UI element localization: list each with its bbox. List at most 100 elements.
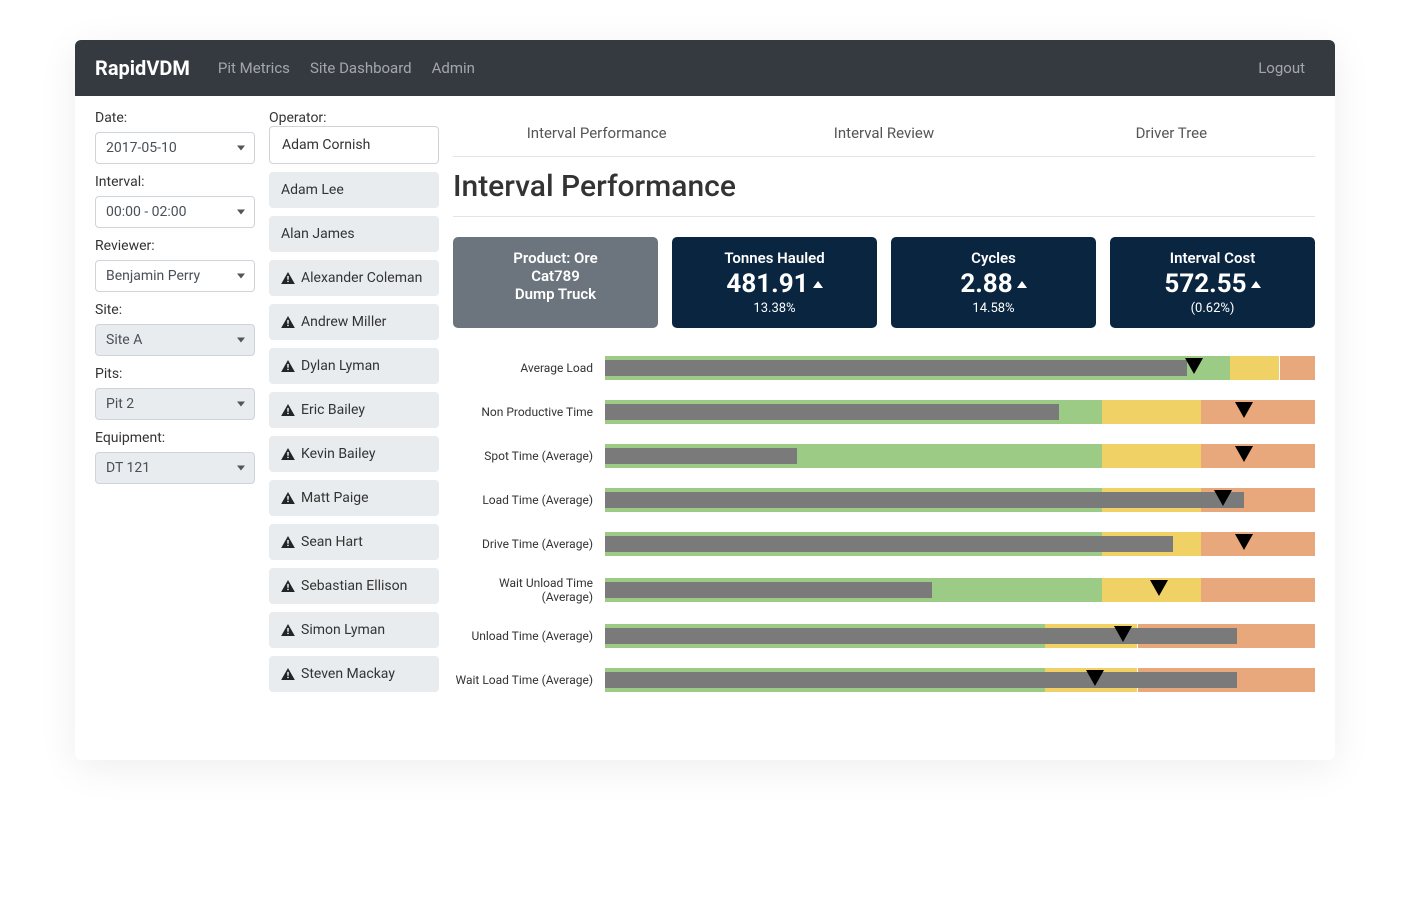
kpi-tonnes-label: Tonnes Hauled [682,249,867,267]
caret-up-icon [1017,281,1027,288]
pits-select[interactable]: Pit 2 [95,388,255,420]
caret-up-icon [813,281,823,288]
operator-item[interactable]: Alexander Coleman [269,260,439,296]
metric-label: Non Productive Time [453,405,593,419]
operator-item[interactable]: Simon Lyman [269,612,439,648]
kpi-product-line3: Dump Truck [463,285,648,303]
operator-name: Andrew Miller [301,314,386,330]
operator-item[interactable]: Sebastian Ellison [269,568,439,604]
logout-link[interactable]: Logout [1258,59,1305,77]
interval-label: Interval: [95,174,255,190]
kpi-cycles-value: 2.88 [960,269,1012,299]
kpi-product: Product: Ore Cat789 Dump Truck [453,237,658,328]
bullet-actual [605,448,797,464]
warning-icon [281,316,295,328]
bullet-bar [605,488,1315,512]
warning-icon [281,272,295,284]
metric-label: Drive Time (Average) [453,537,593,551]
bullet-zone-orange [1201,400,1315,424]
nav-site-dashboard[interactable]: Site Dashboard [310,59,412,77]
tab-interval-performance[interactable]: Interval Performance [453,110,740,156]
reviewer-select[interactable]: Benjamin Perry [95,260,255,292]
bullet-bar [605,400,1315,424]
operators-panel: Operator: Adam CornishAdam LeeAlan James… [269,110,439,700]
navbar: RapidVDM Pit Metrics Site Dashboard Admi… [75,40,1335,96]
bullet-zone-orange [1201,578,1315,602]
metric-row: Wait Unload Time (Average) [453,576,1315,604]
kpi-cost-label: Interval Cost [1120,249,1305,267]
metric-row: Non Productive Time [453,400,1315,424]
kpi-product-line1: Product: Ore [463,249,648,267]
operator-item[interactable]: Kevin Bailey [269,436,439,472]
bullet-bar [605,444,1315,468]
bullet-zone-yellow [1102,400,1201,424]
bullet-zone-yellow [1230,356,1280,380]
bullet-actual [605,492,1244,508]
tab-driver-tree[interactable]: Driver Tree [1028,110,1315,156]
operator-name: Simon Lyman [301,622,385,638]
kpi-cost-delta: (0.62%) [1120,301,1305,316]
operator-name: Steven Mackay [301,666,395,682]
metric-label: Wait Unload Time (Average) [453,576,593,604]
equipment-select[interactable]: DT 121 [95,452,255,484]
page-title: Interval Performance [453,169,1315,204]
warning-icon [281,360,295,372]
divider [453,216,1315,217]
kpi-product-line2: Cat789 [463,267,648,285]
nav-pit-metrics[interactable]: Pit Metrics [218,59,290,77]
bullet-actual [605,536,1173,552]
warning-icon [281,404,295,416]
warning-icon [281,448,295,460]
operator-item[interactable]: Alan James [269,216,439,252]
bullet-marker-icon [1236,447,1252,461]
bullet-actual [605,404,1059,420]
operator-item[interactable]: Andrew Miller [269,304,439,340]
metric-label: Spot Time (Average) [453,449,593,463]
operator-item[interactable]: Matt Paige [269,480,439,516]
bullet-actual [605,582,932,598]
operator-item[interactable]: Sean Hart [269,524,439,560]
site-select[interactable]: Site A [95,324,255,356]
interval-select[interactable]: 00:00 - 02:00 [95,196,255,228]
bullet-zone-orange [1280,356,1316,380]
metric-label: Load Time (Average) [453,493,593,507]
date-select[interactable]: 2017-05-10 [95,132,255,164]
warning-icon [281,580,295,592]
nav-admin[interactable]: Admin [432,59,475,77]
pits-label: Pits: [95,366,255,382]
operator-name: Alan James [281,226,355,242]
kpi-row: Product: Ore Cat789 Dump Truck Tonnes Ha… [453,237,1315,328]
operator-name: Dylan Lyman [301,358,380,374]
bullet-marker-icon [1151,581,1167,595]
bullet-actual [605,360,1187,376]
operator-item[interactable]: Dylan Lyman [269,348,439,384]
operator-item[interactable]: Steven Mackay [269,656,439,692]
bullet-marker-icon [1236,535,1252,549]
metric-label: Wait Load Time (Average) [453,673,593,687]
metric-label: Average Load [453,361,593,375]
operator-item[interactable]: Eric Bailey [269,392,439,428]
operator-name: Alexander Coleman [301,270,422,286]
bullet-actual [605,672,1237,688]
tab-interval-review[interactable]: Interval Review [740,110,1027,156]
operator-name: Kevin Bailey [301,446,375,462]
brand: RapidVDM [95,56,190,80]
operator-name: Sean Hart [301,534,363,550]
bullet-marker-icon [1236,403,1252,417]
kpi-cycles-delta: 14.58% [901,301,1086,316]
warning-icon [281,536,295,548]
warning-icon [281,668,295,680]
bullet-zone-yellow [1102,444,1201,468]
bullet-marker-icon [1115,627,1131,641]
metric-row: Average Load [453,356,1315,380]
bullet-zone-orange [1201,444,1315,468]
bullet-marker-icon [1186,359,1202,373]
bullet-actual [605,628,1237,644]
operator-item[interactable]: Adam Cornish [269,126,439,164]
metric-row: Wait Load Time (Average) [453,668,1315,692]
operator-item[interactable]: Adam Lee [269,172,439,208]
operator-name: Eric Bailey [301,402,365,418]
operator-name: Sebastian Ellison [301,578,407,594]
kpi-tonnes-delta: 13.38% [682,301,867,316]
bullet-bar [605,356,1315,380]
